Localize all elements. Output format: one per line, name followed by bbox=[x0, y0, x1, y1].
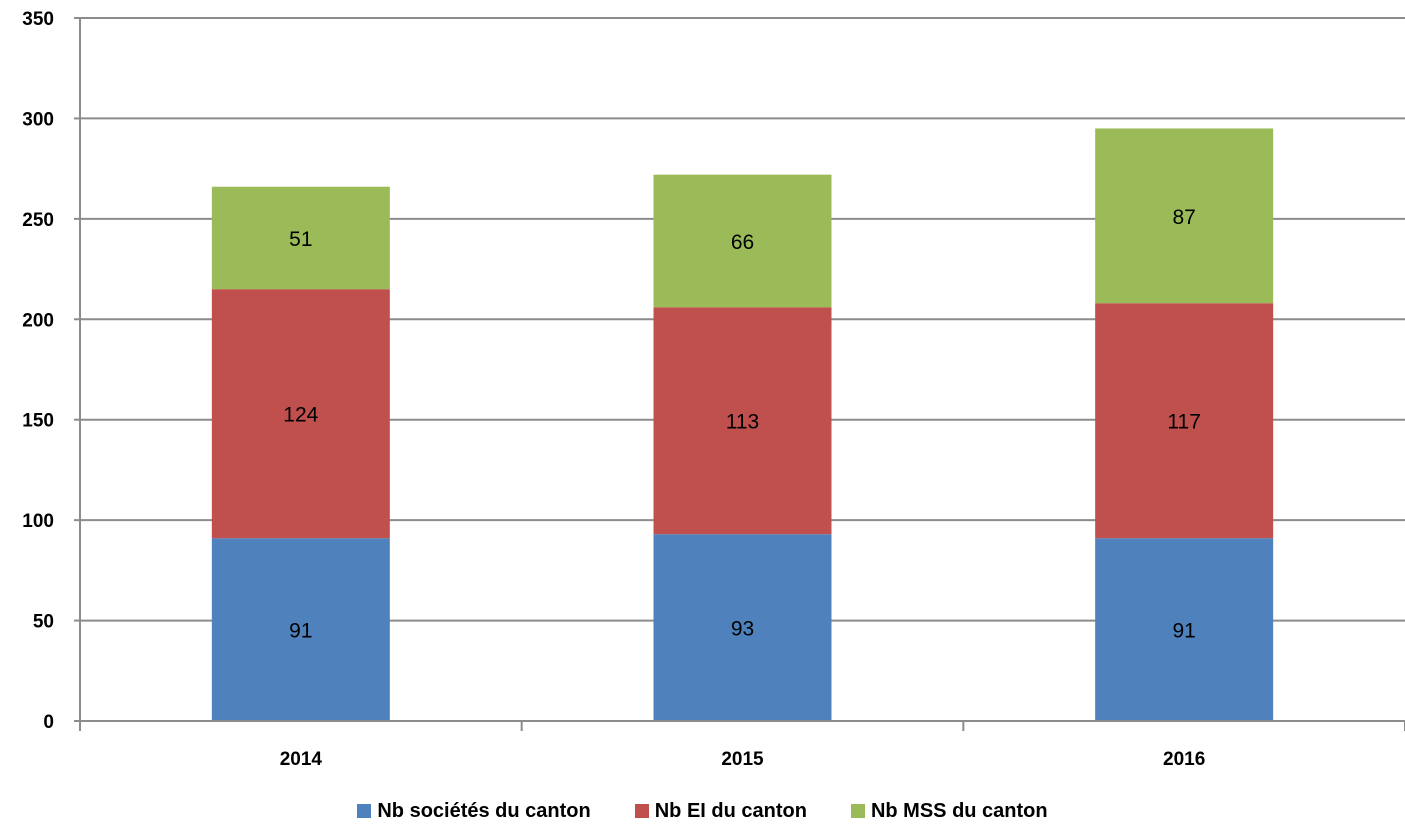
axes bbox=[74, 17, 1405, 731]
data-label-2016-series-2: 87 bbox=[1172, 206, 1195, 229]
bar-2014-series-1 bbox=[211, 289, 390, 539]
x-tick-label-2014: 2014 bbox=[280, 749, 323, 770]
bar-2016-series-2 bbox=[1095, 128, 1274, 304]
data-label-2014-series-0: 91 bbox=[289, 620, 312, 643]
bar-2014-series-0 bbox=[211, 538, 390, 721]
legend-label-mss: Nb MSS du canton bbox=[870, 799, 1048, 822]
bars bbox=[211, 128, 1274, 721]
y-tick-label-300: 300 bbox=[22, 109, 54, 130]
legend-label-societes: Nb sociétés du canton bbox=[377, 799, 591, 822]
legend-item-ei: Nb EI du canton bbox=[634, 799, 807, 823]
data-label-2016-series-1: 117 bbox=[1167, 411, 1200, 434]
legend-label-ei: Nb EI du canton bbox=[654, 799, 807, 822]
labels: 0 50 100 150 200 250 300 350 91 124 51 2014 93 113 66 2… bbox=[22, 9, 1205, 770]
bar-2015-series-0 bbox=[653, 534, 832, 721]
data-label-2015-series-0: 93 bbox=[731, 618, 754, 641]
bar-2016-series-1 bbox=[1095, 303, 1274, 539]
data-label-2014-series-1: 124 bbox=[283, 404, 318, 427]
data-label-2015-series-1: 113 bbox=[726, 411, 759, 434]
y-tick-label-350: 350 bbox=[22, 9, 54, 30]
y-tick-label-0: 0 bbox=[43, 712, 54, 733]
bar-2014-series-2 bbox=[211, 186, 390, 290]
legend: Nb sociétés du canton Nb EI du canton Nb… bbox=[0, 796, 1405, 826]
legend-swatch-societes bbox=[357, 804, 372, 818]
data-label-2014-series-2: 51 bbox=[289, 228, 312, 251]
y-tick-label-200: 200 bbox=[22, 310, 54, 331]
y-tick-label-150: 150 bbox=[22, 411, 54, 432]
legend-item-mss: Nb MSS du canton bbox=[850, 799, 1048, 823]
legend-swatch-ei bbox=[634, 804, 649, 818]
y-tick-label-100: 100 bbox=[22, 511, 54, 532]
x-tick-label-2016: 2016 bbox=[1163, 749, 1205, 770]
stacked-bar-chart: 0 50 100 150 200 250 300 350 91 124 51 2014 93 113 66 2… bbox=[22, 9, 1405, 770]
legend-swatch-mss bbox=[850, 804, 865, 818]
bar-2016-series-0 bbox=[1095, 538, 1274, 721]
data-label-2015-series-2: 66 bbox=[731, 231, 754, 254]
bar-2015-series-2 bbox=[653, 174, 832, 308]
y-tick-label-250: 250 bbox=[22, 210, 54, 231]
legend-item-societes: Nb sociétés du canton bbox=[357, 799, 591, 823]
x-tick-label-2015: 2015 bbox=[721, 749, 764, 770]
data-label-2016-series-0: 91 bbox=[1172, 620, 1195, 643]
bar-2015-series-1 bbox=[653, 307, 832, 535]
y-tick-label-50: 50 bbox=[33, 612, 54, 633]
